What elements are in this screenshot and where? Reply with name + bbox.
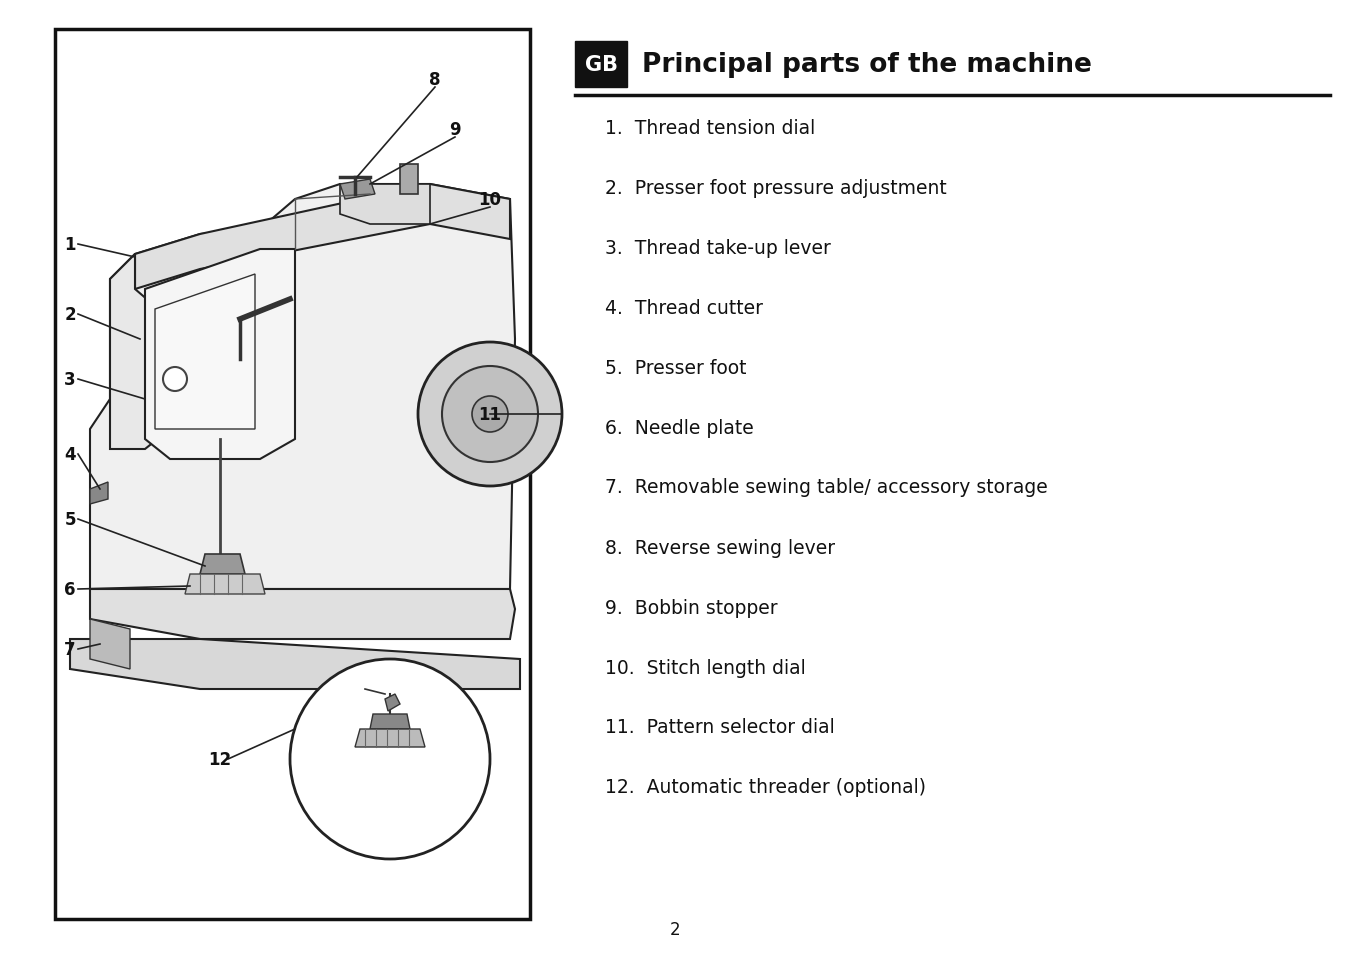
Text: 11: 11 — [478, 406, 501, 423]
Text: 4.  Thread cutter: 4. Thread cutter — [605, 298, 763, 317]
Text: 8: 8 — [430, 71, 440, 89]
Circle shape — [471, 396, 508, 433]
Text: 10: 10 — [478, 191, 501, 209]
Polygon shape — [355, 729, 426, 747]
Text: 6: 6 — [65, 580, 76, 598]
Text: 7.  Removable sewing table/ accessory storage: 7. Removable sewing table/ accessory sto… — [605, 478, 1048, 497]
Bar — [576, 42, 627, 88]
Text: 2.  Presser foot pressure adjustment: 2. Presser foot pressure adjustment — [605, 178, 947, 197]
Text: 5.  Presser foot: 5. Presser foot — [605, 358, 747, 377]
Polygon shape — [109, 254, 170, 450]
Text: 2: 2 — [65, 306, 76, 324]
Text: 1: 1 — [65, 235, 76, 253]
Polygon shape — [91, 185, 515, 589]
Polygon shape — [185, 575, 265, 595]
Text: 3: 3 — [65, 371, 76, 389]
Polygon shape — [340, 180, 376, 200]
Text: 9: 9 — [449, 121, 461, 139]
Text: 9.  Bobbin stopper: 9. Bobbin stopper — [605, 598, 778, 617]
Text: 1.  Thread tension dial: 1. Thread tension dial — [605, 118, 815, 137]
Polygon shape — [135, 185, 509, 290]
Text: 12.  Automatic threader (optional): 12. Automatic threader (optional) — [605, 778, 925, 797]
Text: 3.  Thread take-up lever: 3. Thread take-up lever — [605, 238, 831, 257]
Polygon shape — [385, 695, 400, 711]
Circle shape — [442, 367, 538, 462]
Bar — [55, 30, 530, 919]
Polygon shape — [200, 555, 245, 575]
Text: 12: 12 — [208, 750, 231, 768]
Polygon shape — [70, 639, 520, 689]
Text: 11.  Pattern selector dial: 11. Pattern selector dial — [605, 718, 835, 737]
Polygon shape — [370, 714, 409, 729]
Text: Principal parts of the machine: Principal parts of the machine — [642, 52, 1092, 78]
Circle shape — [163, 368, 186, 392]
Text: 2: 2 — [670, 920, 681, 938]
Polygon shape — [91, 589, 515, 639]
Text: 6.  Needle plate: 6. Needle plate — [605, 418, 754, 437]
Polygon shape — [340, 185, 430, 225]
Polygon shape — [155, 274, 255, 430]
Text: 5: 5 — [65, 511, 76, 529]
Polygon shape — [91, 619, 130, 669]
Text: GB: GB — [585, 55, 617, 75]
Polygon shape — [91, 482, 108, 504]
Circle shape — [417, 343, 562, 486]
Bar — [400, 165, 417, 194]
Text: 7: 7 — [65, 640, 76, 659]
Text: 8.  Reverse sewing lever: 8. Reverse sewing lever — [605, 537, 835, 557]
Circle shape — [290, 659, 490, 859]
Text: 4: 4 — [65, 446, 76, 463]
Polygon shape — [145, 250, 295, 459]
Text: 10.  Stitch length dial: 10. Stitch length dial — [605, 658, 805, 677]
